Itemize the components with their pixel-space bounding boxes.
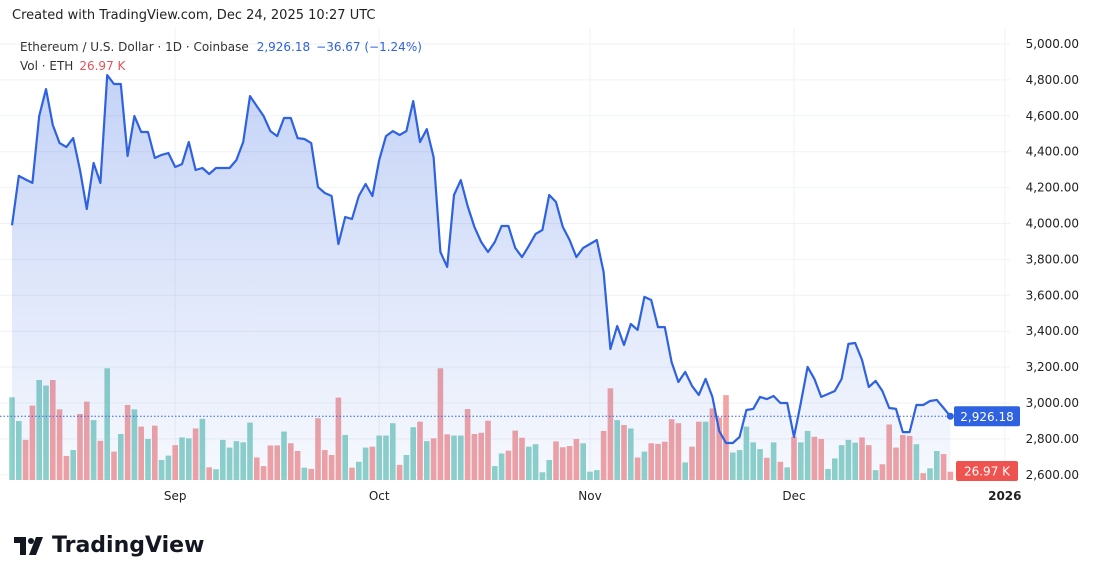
price-tick-label: 4,200.00 — [1026, 181, 1079, 195]
tradingview-logo-icon — [14, 536, 43, 555]
price-tick-label: 4,400.00 — [1026, 145, 1079, 159]
price-tick-label: 4,800.00 — [1026, 73, 1079, 87]
price-tick-label: 3,600.00 — [1026, 288, 1079, 302]
tradingview-logo[interactable]: TradingView — [14, 533, 204, 558]
price-tick-label: 2,800.00 — [1026, 432, 1079, 446]
time-tick-label: Nov — [578, 489, 601, 503]
price-axis[interactable]: 5,000.00 4,800.00 4,600.00 4,400.00 4,200.00… — [1026, 37, 1079, 482]
price-tick-label: 3,000.00 — [1026, 396, 1079, 410]
volume-badge: 26.97 K — [956, 461, 1018, 481]
price-change: −36.67 (−1.24%) — [316, 40, 422, 54]
volume-title[interactable]: Vol · ETH — [20, 59, 74, 73]
price-tick-label: 2,600.00 — [1026, 468, 1079, 482]
last-volume-label: 26.97 K — [964, 465, 1011, 479]
price-area-fill — [12, 75, 951, 480]
price-tick-label: 4,600.00 — [1026, 109, 1079, 123]
price-tick-label: 4,000.00 — [1026, 217, 1079, 231]
price-tick-label: 3,400.00 — [1026, 324, 1079, 338]
logo-text: TradingView — [52, 533, 205, 558]
last-price: 2,926.18 — [256, 40, 311, 54]
price-line — [10, 74, 952, 445]
time-tick-label: Sep — [164, 489, 187, 503]
last-price-dot — [946, 412, 954, 420]
volume-row: Vol · ETH 26.97 K — [20, 57, 422, 76]
symbol-title[interactable]: Ethereum / U.S. Dollar · 1D · Coinbase — [20, 40, 249, 54]
symbol-row: Ethereum / U.S. Dollar · 1D · Coinbase 2,… — [20, 38, 422, 57]
time-axis[interactable]: Sep Oct Nov Dec 2026 — [164, 489, 1022, 503]
volume-bar — [723, 395, 729, 480]
time-tick-label: Dec — [782, 489, 805, 503]
chart-credit: Created with TradingView.com, Dec 24, 20… — [12, 8, 376, 23]
price-tick-label: 5,000.00 — [1026, 37, 1079, 51]
price-tick-label: 3,800.00 — [1026, 252, 1079, 266]
volume-value: 26.97 K — [79, 59, 126, 73]
last-price-label: 2,926.18 — [960, 410, 1013, 424]
time-tick-label: Oct — [369, 489, 390, 503]
price-tick-label: 3,200.00 — [1026, 360, 1079, 374]
time-tick-label: 2026 — [988, 489, 1021, 503]
last-price-badge: 2,926.18 — [954, 406, 1020, 427]
chart-legend: Ethereum / U.S. Dollar · 1D · Coinbase 2,… — [20, 38, 422, 76]
